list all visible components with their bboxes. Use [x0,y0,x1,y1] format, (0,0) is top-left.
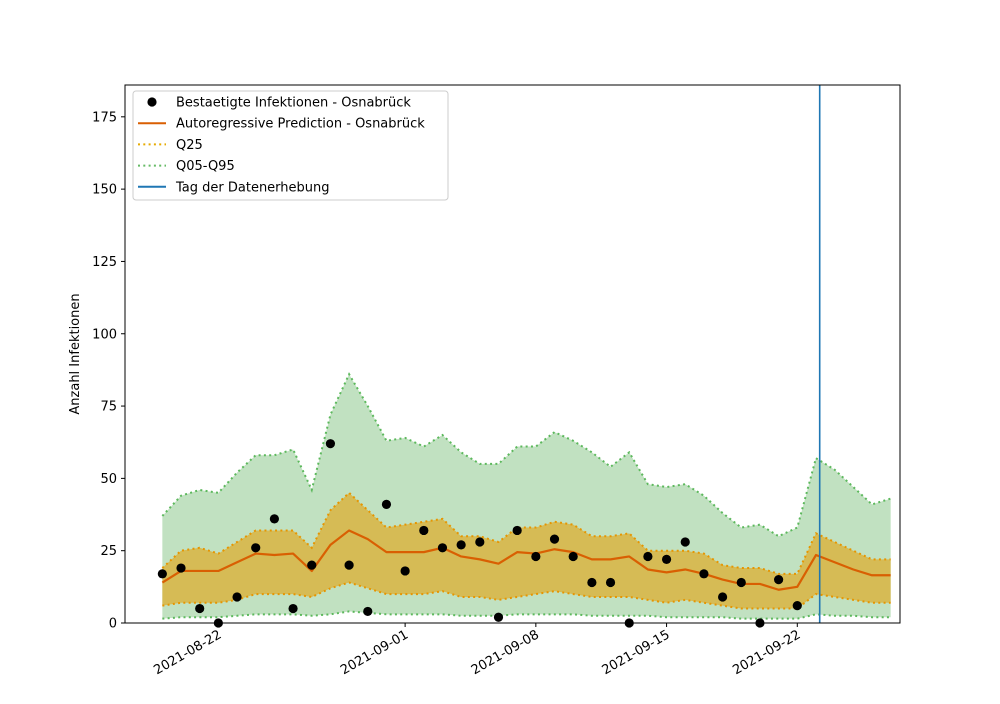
prediction-lines [161,372,891,620]
observed-point [568,551,578,562]
y-tick-label: 25 [100,544,117,559]
observed-point [232,592,242,602]
q95-upper-line [161,372,891,538]
y-tick-label: 0 [109,617,117,632]
observed-point [605,577,616,588]
y-axis-label: Anzahl Infektionen [68,293,83,414]
observed-point [531,551,541,562]
y-tick-label: 175 [92,110,117,125]
x-axis: 2021-08-22 2021-09-01 2021-09-08 2021-09-15… [151,623,803,678]
observed-point [456,540,466,550]
observed-point [475,537,485,547]
observed-point [269,514,279,524]
y-tick-label: 125 [92,255,117,270]
legend-label: Q05-Q95 [176,159,235,174]
observed-point [400,566,410,576]
x-tick-label: 2021-09-08 [469,627,542,678]
observed-point [381,499,392,510]
x-tick-label: 2021-09-22 [730,627,803,678]
observed-point [307,560,317,570]
legend-label: Tag der Datenerhebung [175,180,330,195]
observed-point [643,551,653,562]
y-tick-label: 100 [92,327,117,342]
observed-point [437,543,448,553]
observed-point [661,554,672,564]
observed-point [251,543,261,553]
observed-point [680,537,690,547]
plot-frame [124,84,901,624]
observed-point [587,577,597,588]
q25-band [162,492,891,609]
prediction-line [161,529,891,591]
observed-point [736,577,746,588]
y-tick-label: 150 [92,183,117,198]
observed-points [157,439,802,628]
y-tick-label: 75 [100,400,117,415]
observed-point [363,606,373,617]
q25-lower-line [162,581,891,610]
observed-point [288,603,298,614]
legend-label: Bestaetigte Infektionen - Osnabrück [176,96,411,111]
observed-point [493,612,504,622]
observed-point [195,603,205,614]
legend-label: Q25 [176,138,203,153]
legend-marker-dot [147,97,157,107]
observed-point [774,575,784,585]
observed-point [699,569,709,579]
observed-point [325,439,336,449]
legend-label: Autoregressive Prediction - Osnabrück [176,117,425,132]
observed-point [344,560,354,570]
legend-box [132,90,449,201]
x-tick-label: 2021-08-22 [151,627,224,678]
observed-point [717,592,728,602]
q25-upper-line [161,491,891,575]
y-tick-label: 50 [100,472,117,487]
y-axis: 0 25 50 75 100 125 150 175 [92,110,125,632]
legend: Bestaetigte Infektionen - Osnabrück Autor… [132,90,449,201]
x-tick-label: 2021-09-15 [600,627,673,678]
x-tick-label: 2021-09-01 [338,627,411,678]
observed-point [419,525,429,536]
observed-point [157,569,167,579]
observed-point [512,525,522,536]
observed-point [549,534,560,544]
observed-point [792,601,802,611]
observed-point [176,563,186,573]
